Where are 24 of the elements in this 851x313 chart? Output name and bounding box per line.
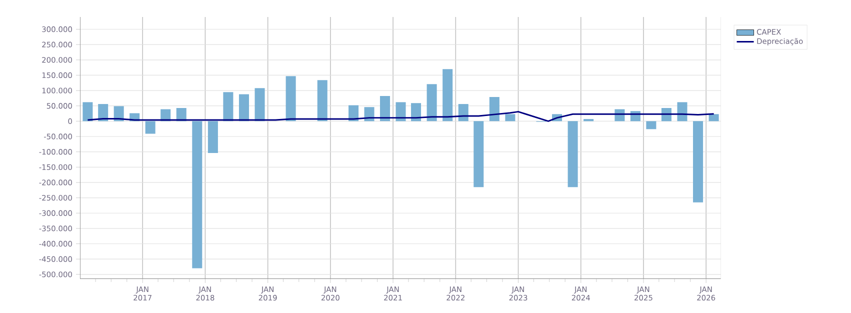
bar bbox=[677, 102, 688, 122]
bar bbox=[708, 114, 719, 122]
bar bbox=[254, 88, 265, 122]
bar bbox=[426, 84, 437, 122]
bar bbox=[145, 121, 156, 134]
bar bbox=[208, 121, 218, 154]
bar bbox=[317, 80, 328, 122]
bar bbox=[489, 96, 500, 122]
bar bbox=[82, 102, 93, 122]
bar bbox=[693, 121, 704, 202]
bar bbox=[223, 92, 234, 122]
bar bbox=[98, 104, 108, 122]
bar bbox=[442, 69, 453, 122]
bar bbox=[286, 76, 296, 122]
bar bbox=[238, 94, 249, 122]
bar bbox=[396, 102, 406, 122]
bar bbox=[458, 104, 468, 122]
bar bbox=[568, 121, 578, 188]
bar bbox=[505, 114, 516, 122]
bar bbox=[474, 121, 484, 188]
bar bbox=[646, 121, 656, 130]
bar bbox=[348, 105, 359, 122]
bar bbox=[192, 121, 202, 268]
bar bbox=[380, 96, 390, 122]
